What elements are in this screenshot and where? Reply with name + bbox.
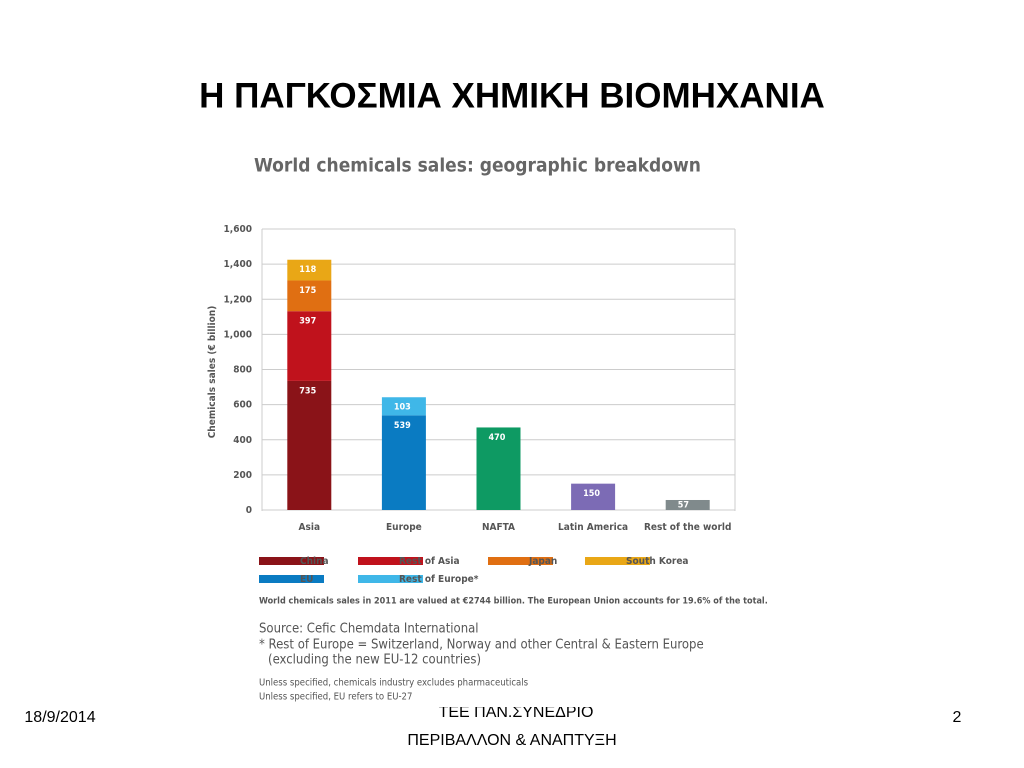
legend-label: EU bbox=[300, 574, 313, 585]
data-label: 397 bbox=[299, 317, 316, 327]
data-label: 150 bbox=[583, 489, 600, 499]
note: World chemicals sales in 2011 are valued… bbox=[259, 597, 768, 607]
bar-segment bbox=[476, 427, 521, 510]
note: * Rest of Europe = Switzerland, Norway a… bbox=[259, 638, 704, 653]
slide-title: Η ΠΑΓΚΟΣΜΙΑ ΧΗΜΙΚΗ ΒΙΟΜΗΧΑΝΙΑ bbox=[199, 76, 825, 115]
y-tick-label: 1,200 bbox=[224, 294, 252, 305]
y-tick-label: 200 bbox=[233, 470, 252, 481]
legend-swatch bbox=[358, 575, 423, 583]
x-tick-label: NAFTA bbox=[482, 522, 515, 533]
data-label: 735 bbox=[299, 386, 316, 396]
page-number: 2 bbox=[953, 709, 962, 726]
legend-swatch bbox=[259, 557, 324, 565]
legend-swatch bbox=[259, 575, 324, 583]
legend-swatch bbox=[488, 557, 553, 565]
y-tick-label: 1,600 bbox=[224, 224, 252, 235]
x-tick-label: Rest of the world bbox=[644, 522, 731, 533]
bar-segment bbox=[287, 280, 332, 312]
note: Unless specified, EU refers to EU-27 bbox=[259, 692, 412, 703]
data-label: 57 bbox=[678, 501, 689, 511]
bar-segment bbox=[381, 397, 426, 416]
data-label: 118 bbox=[299, 265, 316, 275]
x-tick-label: Asia bbox=[299, 522, 320, 533]
chart-title: World chemicals sales: geographic breakd… bbox=[254, 155, 701, 177]
legend-label: China bbox=[300, 556, 329, 567]
legend-label: Japan bbox=[528, 556, 557, 567]
y-axis-label: Chemicals sales (€ billion) bbox=[207, 306, 218, 439]
note: (excluding the new EU-12 countries) bbox=[268, 653, 481, 668]
bar-segment bbox=[287, 259, 332, 281]
bar-segment bbox=[571, 483, 616, 510]
x-tick-label: Europe bbox=[386, 522, 422, 533]
y-tick-label: 800 bbox=[233, 365, 252, 376]
note: Unless specified, chemicals industry exc… bbox=[259, 678, 529, 689]
y-tick-label: 600 bbox=[233, 400, 252, 411]
date: 18/9/2014 bbox=[24, 709, 95, 726]
chart-background bbox=[250, 140, 750, 707]
legend-label: Rest of Europe* bbox=[399, 574, 479, 585]
y-tick-label: 1,400 bbox=[224, 259, 252, 270]
data-label: 175 bbox=[299, 286, 316, 296]
legend-label: Rest of Asia bbox=[399, 556, 460, 567]
data-label: 470 bbox=[489, 433, 506, 443]
y-tick-label: 400 bbox=[233, 435, 252, 446]
y-tick-label: 0 bbox=[246, 505, 252, 516]
data-label: 103 bbox=[394, 403, 411, 413]
note: Source: Cefic Chemdata International bbox=[259, 622, 479, 637]
legend-swatch bbox=[358, 557, 423, 565]
legend-label: South Korea bbox=[626, 556, 689, 567]
legend-swatch bbox=[585, 557, 650, 565]
data-label: 539 bbox=[394, 421, 411, 431]
bar-segment bbox=[287, 380, 332, 510]
footer-line: ΤΕΕ ΠΑΝ.ΣΥΝΕΔΡΙΟ bbox=[439, 704, 594, 721]
bar-segment bbox=[381, 415, 426, 510]
bar-segment bbox=[287, 311, 332, 381]
bar-segment bbox=[665, 499, 710, 510]
x-tick-label: Latin America bbox=[558, 522, 628, 533]
y-tick-label: 1,000 bbox=[224, 329, 252, 340]
footer-line: ΠΕΡΙΒΑΛΛΟΝ & ΑΝΑΠΤΥΞΗ bbox=[407, 732, 616, 749]
